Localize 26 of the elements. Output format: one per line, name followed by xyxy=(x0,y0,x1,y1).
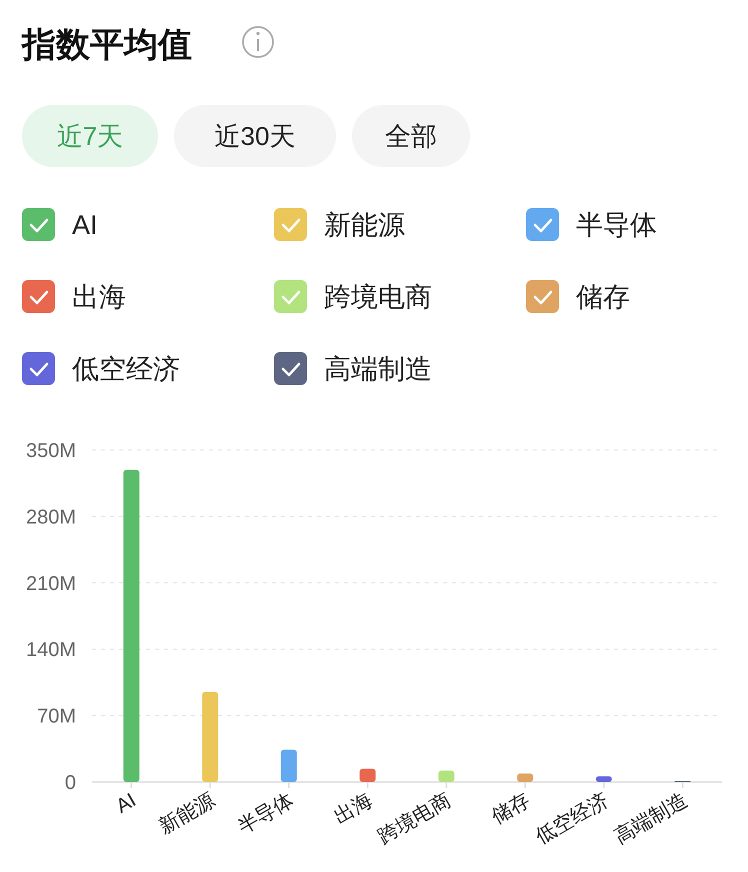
category-label: 半导体 xyxy=(576,210,657,240)
x-tick-label: 储存 xyxy=(488,789,534,828)
category-label: 跨境电商 xyxy=(324,282,432,312)
x-tick-label: 半导体 xyxy=(234,789,298,838)
x-tick-label: 低空经济 xyxy=(532,789,612,848)
category-label: 高端制造 xyxy=(324,354,432,384)
x-tick-label: 跨境电商 xyxy=(374,789,455,848)
text: 近7天 xyxy=(56,121,124,151)
x-tick-label: 出海 xyxy=(330,789,376,828)
y-tick-label: 140M xyxy=(26,639,76,662)
x-tick-label: 高端制造 xyxy=(610,788,692,848)
text: 全部 xyxy=(385,121,437,151)
category-label: 新能源 xyxy=(324,210,405,240)
chart-title: 指数平均值 xyxy=(20,26,192,64)
category-label: 低空经济 xyxy=(72,354,180,384)
category-label: AI xyxy=(72,210,98,240)
y-tick-label: 0 xyxy=(64,772,76,794)
y-tick-label: 280M xyxy=(26,506,76,528)
y-tick-label: 70M xyxy=(37,706,76,728)
x-tick-label: AI xyxy=(112,789,140,818)
category-label: 储存 xyxy=(576,282,630,312)
y-tick-label: 210M xyxy=(26,572,76,595)
category-label: 出海 xyxy=(72,282,126,312)
text: 近30天 xyxy=(214,121,296,151)
x-tick-label: 新能源 xyxy=(156,789,219,838)
y-tick-label: 350M xyxy=(26,440,76,462)
